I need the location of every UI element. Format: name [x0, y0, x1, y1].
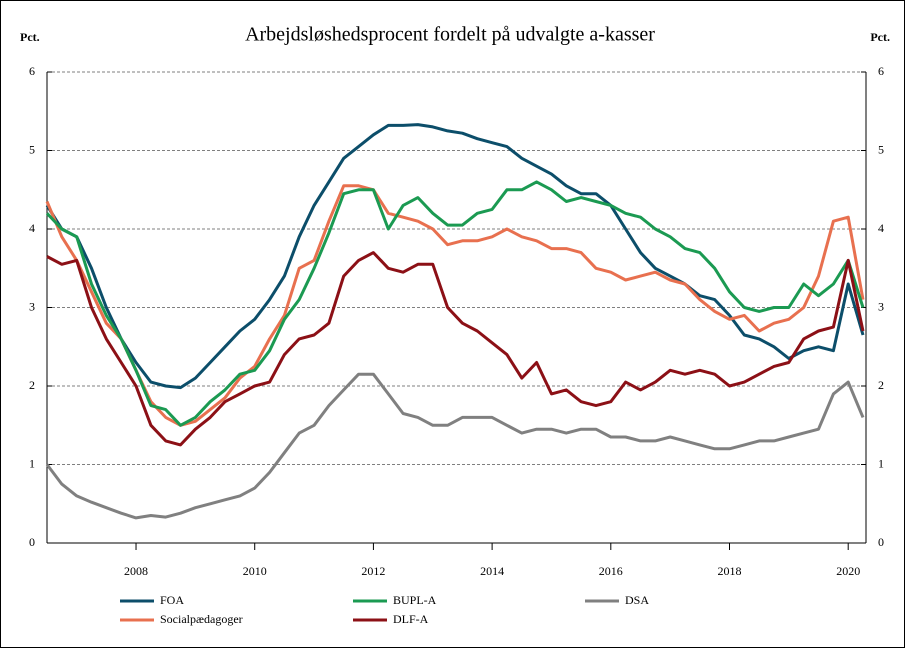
y-tick-label: 6	[29, 64, 35, 78]
y2-tick-label: 3	[878, 299, 884, 313]
x-tick-label: 2016	[599, 564, 623, 578]
series-line	[45, 372, 865, 520]
y-axis-label: Pct.	[20, 30, 40, 44]
y-tick-label: 3	[29, 299, 35, 313]
y2-tick-label: 5	[878, 142, 884, 156]
x-tick-label: 2008	[124, 564, 148, 578]
series-line	[45, 180, 865, 427]
chart-title: Arbejdsløshedsprocent fordelt på udvalgt…	[245, 24, 655, 46]
y2-tick-label: 4	[878, 221, 884, 235]
y2-tick-label: 6	[878, 64, 884, 78]
x-tick-label: 2014	[480, 564, 504, 578]
legend-label: DLF-A	[393, 612, 429, 626]
y2-tick-label: 0	[878, 535, 884, 549]
legend-label: FOA	[160, 593, 184, 607]
y-tick-label: 0	[29, 535, 35, 549]
legend-label: BUPL-A	[393, 593, 437, 607]
x-tick-label: 2020	[836, 564, 860, 578]
x-tick-label: 2012	[361, 564, 385, 578]
y-tick-label: 2	[29, 378, 35, 392]
y2-tick-label: 1	[878, 456, 884, 470]
x-tick-label: 2018	[718, 564, 742, 578]
x-tick-label: 2010	[243, 564, 267, 578]
y-tick-label: 4	[29, 221, 35, 235]
series-line	[46, 251, 865, 447]
y2-axis-label: Pct.	[870, 30, 890, 44]
legend-label: DSA	[625, 593, 649, 607]
y-tick-label: 1	[29, 456, 35, 470]
legend-label: Socialpædagoger	[160, 612, 243, 626]
y-tick-label: 5	[29, 142, 35, 156]
series-line	[45, 123, 865, 390]
y2-tick-label: 2	[878, 378, 884, 392]
